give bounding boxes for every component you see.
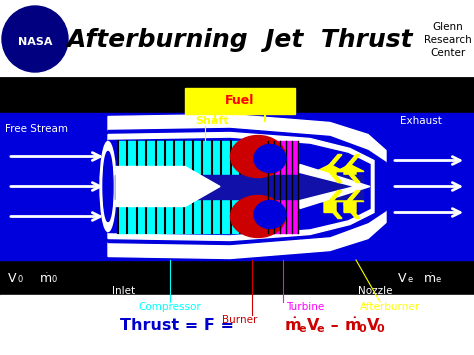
Polygon shape [108, 138, 370, 235]
Polygon shape [316, 164, 344, 182]
Text: –: – [325, 317, 344, 333]
Polygon shape [108, 132, 374, 240]
Text: e: e [317, 324, 325, 334]
Text: NASA: NASA [18, 37, 52, 47]
Text: Glenn
Research
Center: Glenn Research Center [424, 22, 472, 58]
Text: V  =  velocity: V = velocity [5, 330, 70, 340]
Bar [118, 141, 240, 233]
Bar [0, 113, 474, 260]
Bar [268, 141, 298, 233]
Polygon shape [300, 164, 370, 208]
Text: m: m [40, 272, 52, 285]
Text: V: V [307, 317, 319, 333]
Text: Burner: Burner [222, 315, 258, 325]
Polygon shape [326, 154, 342, 182]
Text: 0: 0 [18, 275, 23, 284]
Text: V: V [8, 272, 17, 285]
Text: Afterburning  Jet  Thrust: Afterburning Jet Thrust [67, 28, 413, 52]
Bar [0, 295, 474, 355]
Text: Turbine: Turbine [286, 302, 324, 312]
Polygon shape [108, 211, 386, 258]
Ellipse shape [254, 201, 286, 229]
Bar [0, 0, 474, 78]
Bar [0, 78, 474, 295]
Text: ṁ  =  mass flow rate: ṁ = mass flow rate [5, 318, 107, 328]
Ellipse shape [103, 152, 113, 222]
Text: Afterburner: Afterburner [360, 302, 420, 312]
Ellipse shape [100, 142, 116, 231]
Text: Fuel: Fuel [225, 94, 255, 108]
Text: V: V [398, 272, 407, 285]
Text: Thrust = F =: Thrust = F = [120, 317, 240, 333]
Text: e: e [436, 275, 441, 284]
Ellipse shape [230, 196, 285, 237]
Text: Cowl: Cowl [152, 116, 177, 126]
Text: e: e [408, 275, 413, 284]
Text: Compressor: Compressor [138, 302, 201, 312]
Text: V: V [367, 317, 379, 333]
Text: 0: 0 [377, 324, 384, 334]
Circle shape [2, 6, 68, 72]
Text: m: m [424, 272, 436, 285]
Polygon shape [316, 195, 344, 213]
Text: 0: 0 [359, 324, 366, 334]
Polygon shape [108, 115, 386, 163]
Polygon shape [344, 154, 360, 182]
Polygon shape [336, 164, 364, 182]
Text: Free Stream: Free Stream [5, 125, 68, 135]
Polygon shape [326, 191, 342, 218]
Text: e: e [299, 324, 307, 334]
Ellipse shape [254, 144, 286, 173]
Polygon shape [336, 195, 364, 213]
Text: m: m [345, 317, 362, 333]
Text: Shaft: Shaft [195, 116, 228, 126]
Polygon shape [116, 166, 220, 207]
Text: 0: 0 [52, 275, 57, 284]
Text: Nozzle: Nozzle [358, 286, 392, 296]
Polygon shape [344, 191, 360, 218]
Ellipse shape [230, 136, 285, 178]
Polygon shape [108, 129, 386, 245]
Text: m: m [285, 317, 301, 333]
Bar [185, 88, 295, 114]
Bar [115, 175, 363, 198]
Text: Exhaust: Exhaust [400, 116, 442, 126]
Text: Inlet: Inlet [112, 286, 135, 296]
